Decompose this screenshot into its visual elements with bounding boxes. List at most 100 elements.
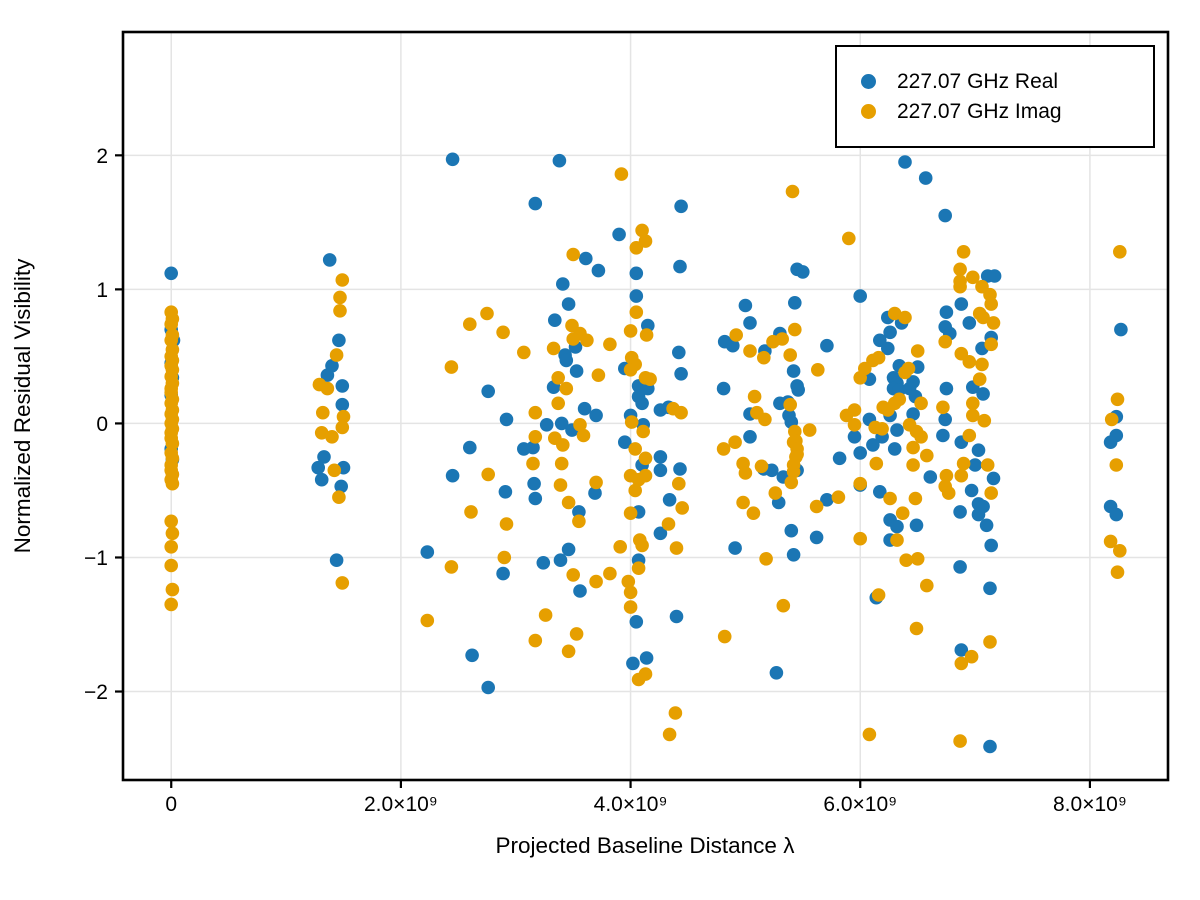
x-tick-label: 8.0×10⁹ — [1053, 793, 1127, 816]
data-point — [643, 372, 657, 387]
data-point — [853, 531, 867, 546]
data-point — [920, 578, 934, 593]
data-point — [895, 506, 910, 520]
legend-marker-imag-icon — [861, 104, 876, 119]
x-tick-label: 4.0×10⁹ — [594, 793, 668, 816]
data-point — [559, 381, 574, 396]
y-tick-label: 1 — [96, 279, 108, 302]
data-point — [579, 251, 593, 266]
data-point — [569, 364, 584, 378]
data-point — [623, 600, 638, 614]
data-point — [976, 387, 990, 401]
data-point — [624, 415, 639, 429]
data-point — [623, 324, 638, 338]
data-point — [334, 479, 349, 494]
data-point — [561, 297, 576, 311]
data-point — [638, 468, 653, 483]
data-point — [738, 466, 753, 480]
data-point — [1103, 534, 1118, 549]
data-point — [953, 560, 967, 574]
data-point — [674, 405, 688, 420]
data-point — [716, 442, 731, 456]
data-point — [847, 403, 862, 417]
y-tick-label: −2 — [84, 681, 108, 704]
data-point — [561, 495, 576, 510]
data-point — [463, 317, 477, 332]
data-point — [629, 241, 644, 255]
x-tick-label: 2.0×10⁹ — [364, 793, 438, 816]
data-point — [875, 422, 889, 436]
data-point — [1114, 322, 1128, 337]
data-point — [573, 584, 587, 598]
data-point — [743, 430, 757, 444]
data-point — [788, 322, 802, 337]
data-point — [325, 430, 339, 444]
data-point — [465, 648, 479, 663]
data-point — [984, 337, 998, 352]
data-point — [936, 428, 950, 443]
data-point — [796, 265, 810, 279]
data-point — [444, 360, 459, 374]
legend-item-real: 227.07 GHz Real — [837, 71, 1153, 92]
data-point — [972, 372, 987, 387]
data-point — [165, 582, 180, 597]
data-point — [729, 328, 743, 342]
data-point — [335, 420, 350, 435]
data-point — [556, 438, 570, 452]
data-point — [480, 306, 494, 321]
data-point — [909, 621, 924, 636]
data-point — [539, 418, 554, 432]
data-point — [589, 574, 603, 589]
data-point — [966, 270, 980, 285]
data-point — [164, 266, 178, 281]
data-point — [164, 597, 178, 612]
data-point — [629, 305, 644, 320]
data-point — [164, 514, 178, 529]
data-point — [809, 530, 824, 545]
data-point — [332, 333, 346, 348]
legend-item-imag: 227.07 GHz Imag — [837, 101, 1153, 122]
data-point — [668, 706, 683, 720]
data-point — [621, 574, 636, 589]
data-point — [165, 526, 180, 541]
data-point — [754, 459, 769, 474]
data-point — [906, 458, 920, 472]
data-point — [775, 332, 789, 346]
data-point — [768, 486, 783, 500]
data-point — [923, 470, 938, 484]
data-point — [786, 548, 801, 562]
data-point — [603, 337, 617, 352]
x-tick-label: 6.0×10⁹ — [823, 793, 897, 816]
data-point — [832, 451, 847, 466]
data-point — [964, 649, 979, 664]
data-point — [420, 613, 435, 628]
data-point — [783, 348, 797, 362]
data-point — [669, 609, 684, 624]
data-point — [939, 305, 954, 320]
data-point — [554, 416, 569, 431]
data-point — [862, 727, 877, 742]
data-point — [758, 412, 772, 427]
data-point — [672, 476, 686, 491]
data-point — [612, 227, 626, 242]
y-tick-label: 2 — [96, 145, 108, 168]
data-point — [629, 615, 644, 629]
data-point — [853, 446, 867, 460]
data-point — [554, 456, 569, 471]
data-point — [629, 266, 644, 281]
data-point — [636, 424, 650, 439]
data-point — [939, 381, 954, 396]
data-point — [566, 332, 580, 346]
data-point — [633, 533, 647, 547]
data-point — [481, 384, 496, 399]
data-point — [1109, 458, 1124, 472]
data-point — [481, 680, 496, 695]
data-point — [572, 514, 586, 529]
data-point — [887, 306, 902, 321]
data-point — [910, 552, 925, 566]
data-point — [165, 476, 180, 491]
data-point — [638, 451, 653, 466]
data-point — [573, 418, 587, 432]
data-point — [653, 463, 668, 478]
data-point — [743, 344, 757, 358]
